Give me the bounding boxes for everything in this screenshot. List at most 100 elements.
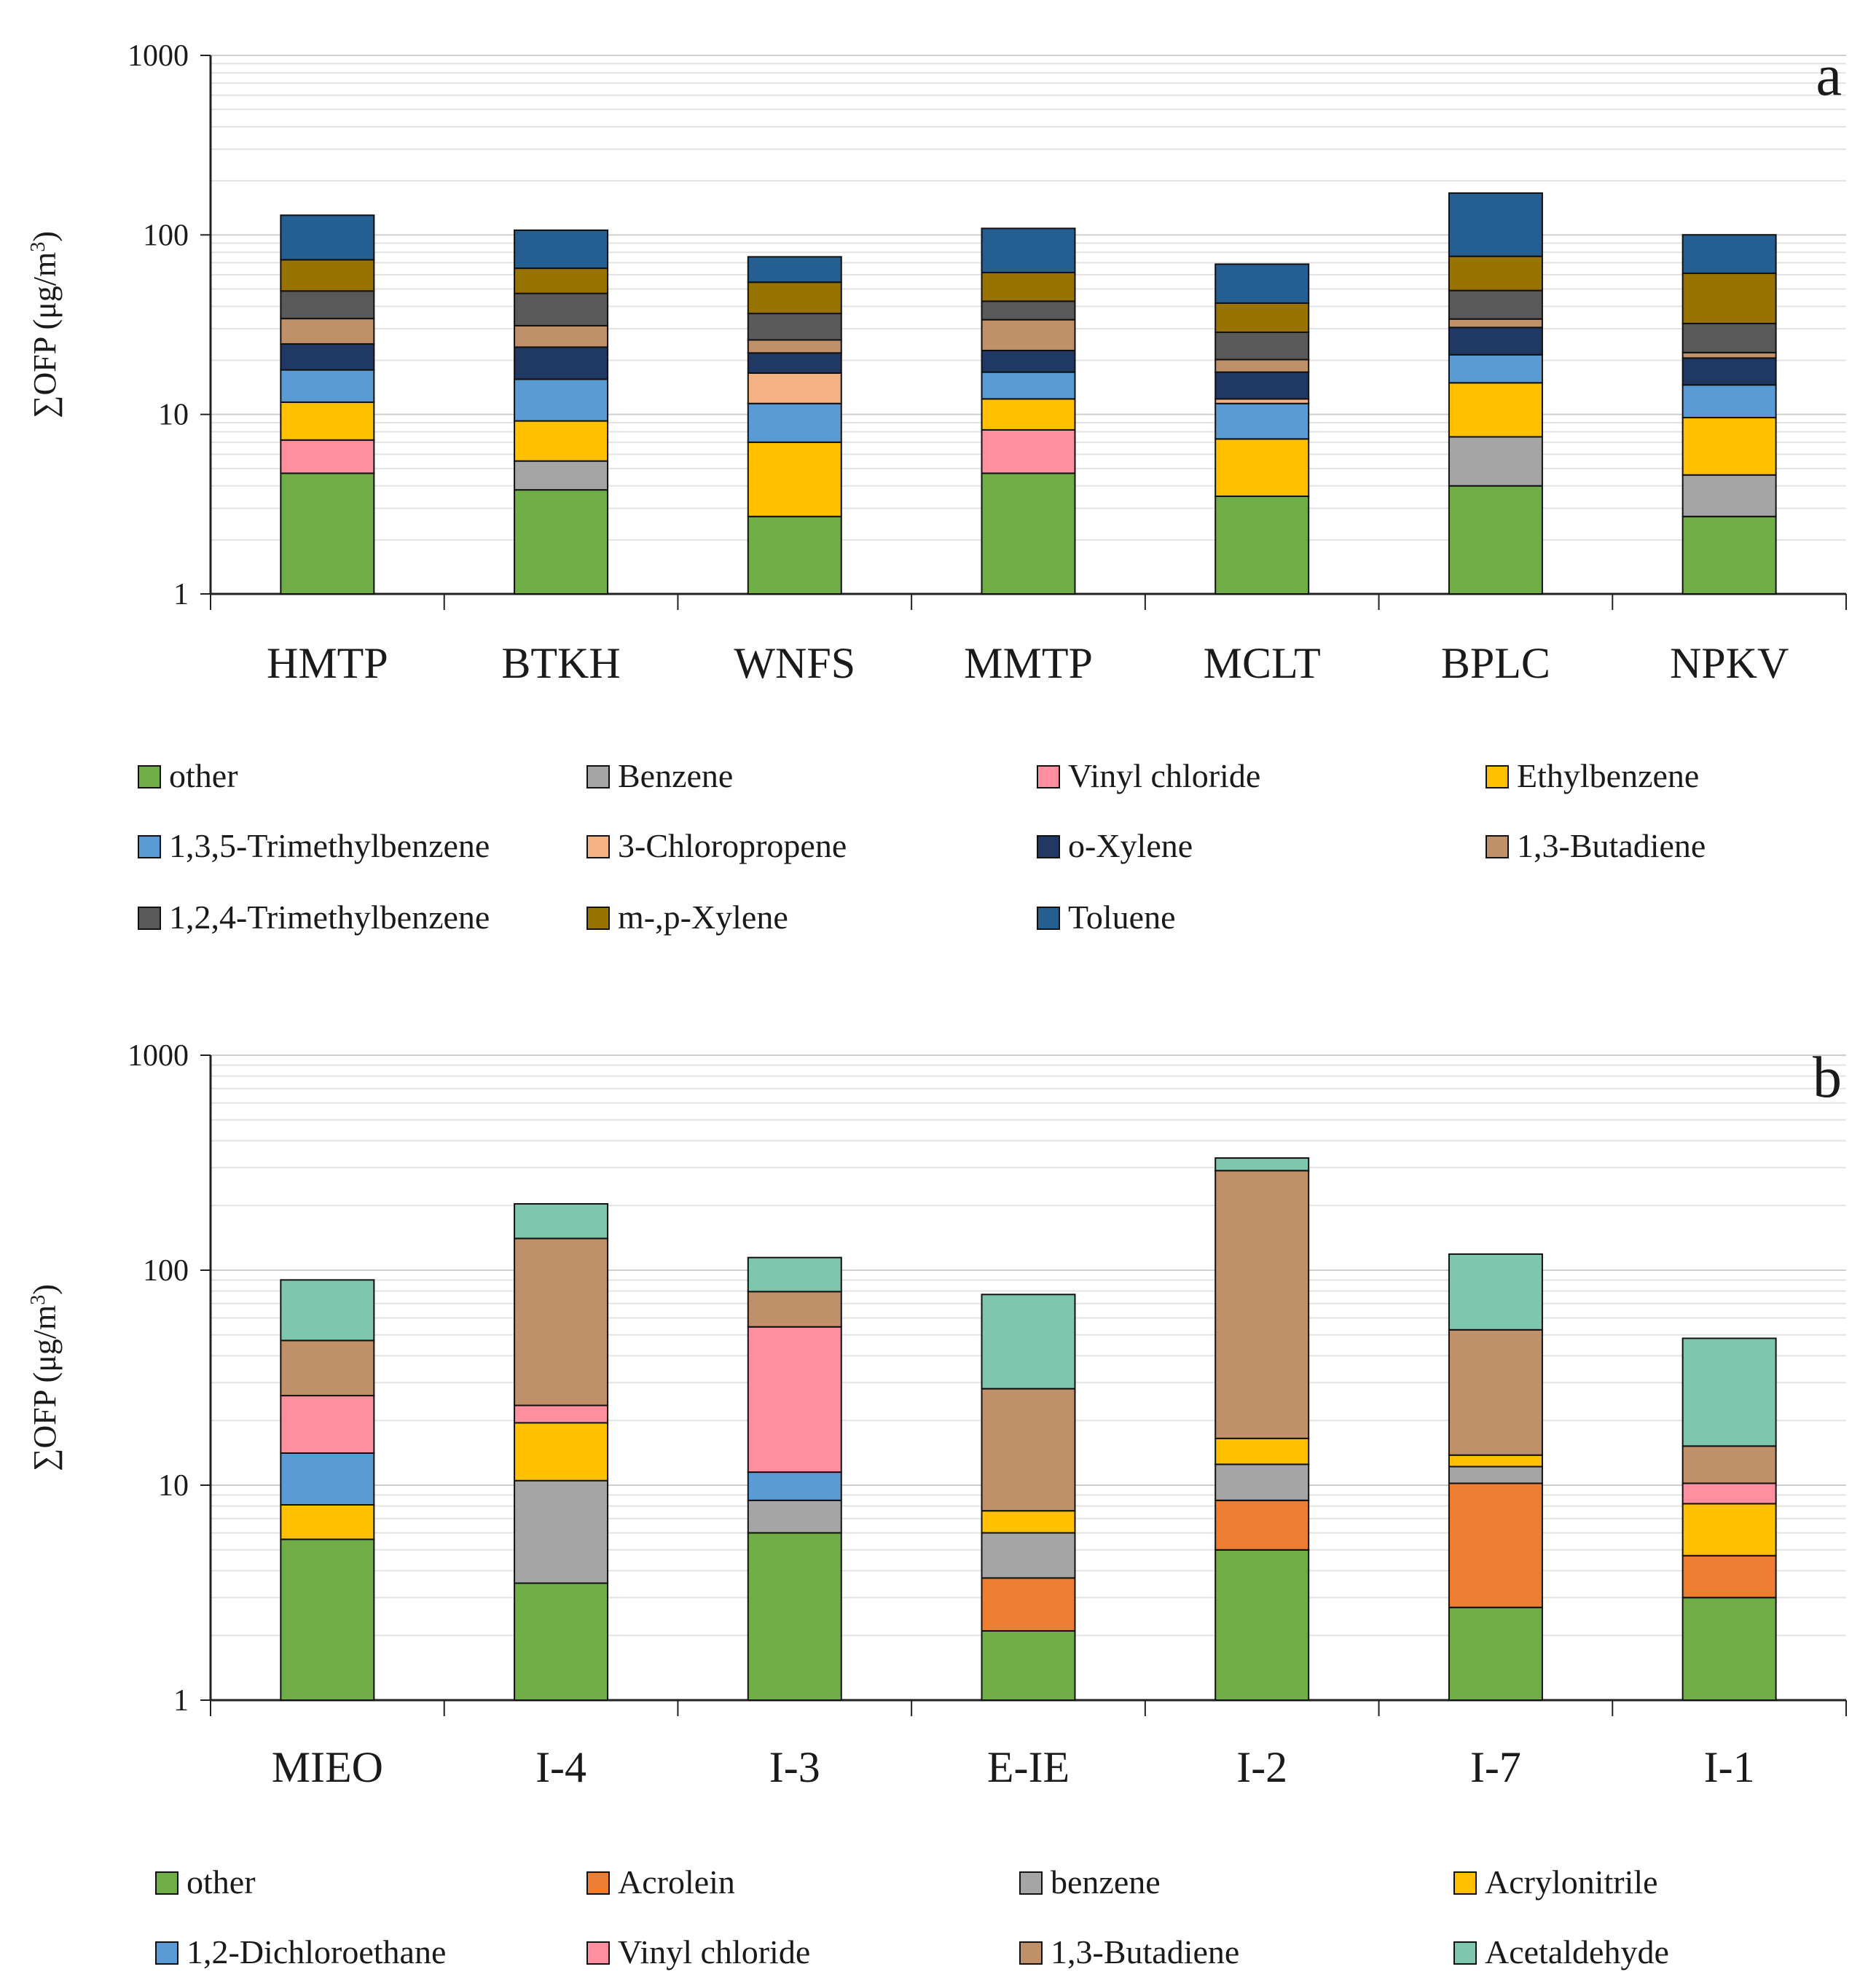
bar-segment [747, 313, 842, 341]
bar-segment [1681, 1445, 1777, 1484]
bar-segment [1681, 384, 1777, 419]
y-axis-label-superscript: 3 [27, 1295, 50, 1305]
bar-segment [1681, 1597, 1777, 1702]
y-tick-label: 10 [158, 399, 189, 432]
legend-label: Vinyl chloride [618, 1933, 810, 1971]
bar-segment [1448, 326, 1543, 356]
legend-swatch [138, 907, 161, 930]
legend-swatch [586, 765, 610, 788]
bar-segment [981, 1510, 1076, 1534]
legend-label: 1,2,4-Trimethylbenzene [169, 899, 490, 936]
bar-segment [280, 1538, 375, 1701]
legend-label: Benzene [618, 757, 733, 794]
bar-segment [747, 372, 842, 404]
bar-segment [280, 1339, 375, 1397]
legend-swatch [1453, 1941, 1477, 1965]
bar-segment [1681, 1554, 1777, 1599]
category-label: MCLT [1204, 639, 1321, 687]
bar-segment [1214, 371, 1310, 400]
bar-segment [514, 1582, 609, 1702]
bar-segment [1681, 1337, 1777, 1447]
bar-segment [514, 420, 609, 462]
bar-segment [1681, 417, 1777, 476]
bar-segment [747, 339, 842, 354]
bar-segment [514, 460, 609, 491]
bar-segment [747, 1499, 842, 1534]
y-tick-label: 10 [158, 1469, 189, 1503]
bar-segment [747, 352, 842, 374]
bar-segment [747, 515, 842, 595]
category-label: I-7 [1470, 1743, 1521, 1791]
category-label: MMTP [964, 639, 1093, 687]
bar-segment [280, 472, 375, 595]
bar-segment [1214, 1170, 1310, 1439]
legend-swatch [155, 1941, 178, 1965]
bar-segment [1448, 1253, 1543, 1331]
bar-segment [1214, 263, 1310, 304]
bar-segment [280, 1395, 375, 1454]
legend-label: other [187, 1863, 256, 1901]
panel-label: b [1813, 1046, 1842, 1110]
bar-segment [747, 1256, 842, 1293]
bar-segment [981, 318, 1076, 351]
category-label: BTKH [501, 639, 620, 687]
bar-segment [1681, 351, 1777, 359]
category-label: I-3 [769, 1743, 820, 1791]
y-tick-label: 1 [173, 1684, 189, 1718]
legend-swatch [1486, 835, 1509, 858]
bar-segment [1448, 1606, 1543, 1702]
bar-segment [1448, 1454, 1543, 1468]
bar-segment [1448, 289, 1543, 320]
category-label: I-2 [1236, 1743, 1287, 1791]
category-label: I-1 [1704, 1743, 1755, 1791]
legend-swatch [1037, 835, 1060, 858]
bar-segment [747, 441, 842, 517]
category-label: E-IE [987, 1743, 1070, 1791]
legend-label: 1,3-Butadiene [1051, 1933, 1239, 1971]
bar-segment [1214, 438, 1310, 497]
bar-segment [747, 1291, 842, 1328]
y-tick-label: 1000 [127, 39, 189, 73]
bar-segment [981, 271, 1076, 302]
legend-swatch [1037, 765, 1060, 788]
bar-segment [1681, 322, 1777, 353]
bar-segment [747, 1471, 842, 1501]
y-tick-label: 1 [173, 578, 189, 611]
legend-label: Acrolein [618, 1863, 735, 1901]
bar-segment [1448, 1482, 1543, 1608]
y-axis-label: ∑OFP (μg/m3) [27, 1284, 63, 1471]
legend-swatch [586, 907, 610, 930]
bar-segment [280, 343, 375, 371]
legend-label: Toluene [1068, 899, 1176, 936]
bar-segment [514, 229, 609, 270]
bar-segment [280, 1452, 375, 1506]
bar-segment [981, 472, 1076, 595]
category-label: NPKV [1670, 639, 1789, 687]
bar-segment [1214, 1549, 1310, 1702]
bar-segment [981, 1629, 1076, 1702]
bar-segment [280, 1503, 375, 1541]
bar-segment [280, 290, 375, 320]
legend-label: Acetaldehyde [1485, 1933, 1669, 1971]
bar-segment [747, 1326, 842, 1474]
bar-segment [514, 1422, 609, 1482]
panel-label: a [1816, 44, 1842, 108]
bar-segment [1448, 382, 1543, 438]
bar-segment [280, 439, 375, 474]
bar-segment [1448, 318, 1543, 329]
bar-segment [514, 267, 609, 294]
chart-panel-a: 1 10 100 1000 HMTP BTKH WNFS MMTP MCLT BPLC NPKV a ∑… [27, 39, 1847, 936]
legend-swatch [1486, 765, 1509, 788]
bar-segment [514, 292, 609, 326]
bar-segment [1448, 1328, 1543, 1456]
bar-segment [280, 401, 375, 441]
legend-label: 1,3,5-Trimethylbenzene [169, 827, 490, 864]
bar-segment [981, 398, 1076, 431]
y-tick-label: 1000 [127, 1039, 189, 1073]
bar-segment [981, 1532, 1076, 1579]
bar-segment [981, 1577, 1076, 1632]
legend-swatch [586, 835, 610, 858]
bar-segment [1681, 234, 1777, 275]
bar-segment [514, 346, 609, 380]
